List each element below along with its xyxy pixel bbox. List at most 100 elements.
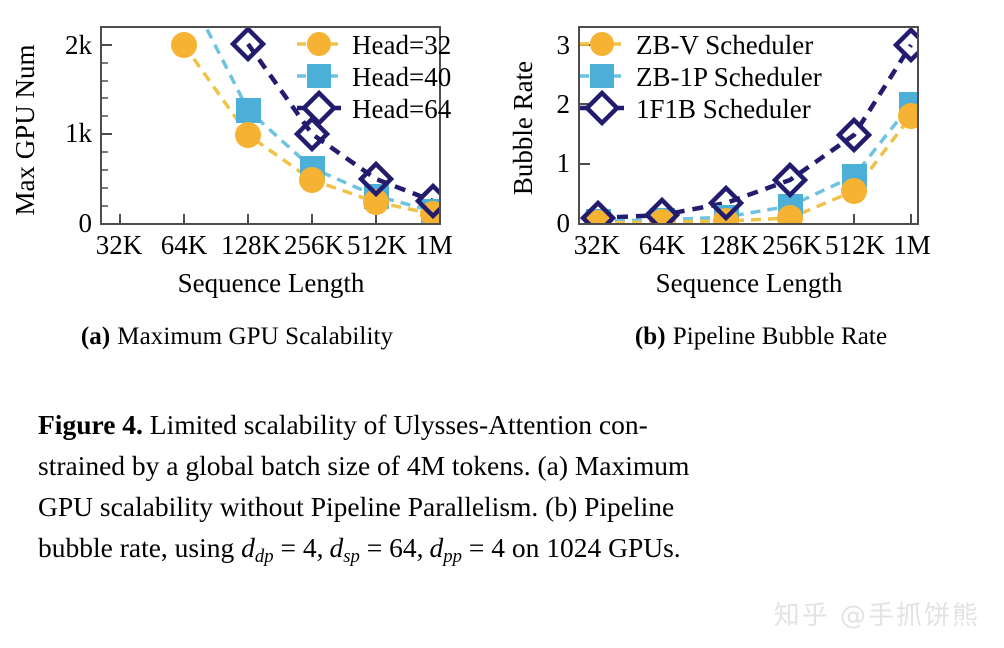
math-d-pp-sub: pp bbox=[443, 546, 462, 568]
chart-b-ylabel: Bubble Rate bbox=[508, 61, 538, 195]
chart-panel-b: Bubble Rate 3 2 1 0 bbox=[502, 0, 1004, 310]
chart-b-xtick-256k: 256K bbox=[762, 230, 823, 260]
subcaptions: (a) Maximum GPU Scalability (b) Pipeline B… bbox=[0, 312, 1004, 374]
data-point bbox=[649, 209, 675, 223]
data-point bbox=[835, 116, 873, 154]
chart-a-xtick-1m: 1M bbox=[415, 230, 453, 260]
data-point bbox=[777, 205, 803, 223]
caption-line-4: bubble rate, using ddp = 4, dsp = 64, dpp … bbox=[38, 527, 972, 577]
data-point bbox=[229, 28, 267, 63]
caption-line-1-body: Limited scalability of Ulysses-Attention… bbox=[149, 409, 648, 440]
chart-b-xtick-32k: 32K bbox=[574, 230, 621, 260]
chart-a-ytick-2k: 2k bbox=[65, 30, 93, 60]
legend-item-head32: Head=32 bbox=[297, 30, 451, 60]
chart-b-xtick-128k: 128K bbox=[699, 230, 760, 260]
data-point bbox=[299, 167, 325, 193]
data-point bbox=[841, 178, 867, 204]
data-point bbox=[357, 160, 395, 198]
caption-line-2: strained by a global batch size of 4M to… bbox=[38, 450, 690, 481]
chart-a-xtick-32k: 32K bbox=[96, 230, 143, 260]
data-point bbox=[643, 196, 681, 223]
legend-marker-square-icon bbox=[590, 64, 614, 88]
chart-b-xlabel: Sequence Length bbox=[656, 268, 843, 298]
legend-label-head40: Head=40 bbox=[352, 62, 451, 92]
chart-a-plot-frame bbox=[100, 26, 441, 225]
math-d-sp: dsp bbox=[329, 532, 359, 567]
legend-label-zbv: ZB-V Scheduler bbox=[636, 30, 813, 60]
legend-item-zbv: ZB-V Scheduler bbox=[580, 30, 813, 60]
data-point bbox=[898, 103, 917, 129]
data-point bbox=[585, 210, 611, 223]
subcaption-b-label: (b) bbox=[634, 323, 666, 350]
data-point bbox=[892, 28, 917, 64]
chart-a-ytick-0: 0 bbox=[79, 208, 93, 238]
chart-a-xtick-128k: 128K bbox=[221, 230, 282, 260]
subcaption-b: (b) Pipeline Bubble Rate bbox=[510, 312, 1004, 362]
legend-item-head40: Head=40 bbox=[297, 62, 451, 92]
chart-a-ylabel: Max GPU Num bbox=[10, 44, 40, 215]
math-d-sp-sub: sp bbox=[343, 546, 360, 568]
chart-b-ytick-3: 3 bbox=[557, 30, 571, 60]
chart-a-xtick-64k: 64K bbox=[161, 230, 208, 260]
legend-label-head32: Head=32 bbox=[352, 30, 451, 60]
chart-a-y-major-ticks bbox=[101, 44, 112, 225]
math-d-sp-base: d bbox=[329, 532, 344, 563]
legend-marker-diamond-icon bbox=[300, 89, 338, 127]
chart-b-xtick-512k: 512K bbox=[825, 230, 886, 260]
caption-line-1-text bbox=[143, 409, 150, 440]
data-point bbox=[363, 189, 389, 215]
data-point bbox=[580, 199, 617, 223]
chart-a-x-ticks bbox=[119, 214, 434, 224]
legend-label-zb1p: ZB-1P Scheduler bbox=[636, 62, 822, 92]
legend-marker-circle-icon bbox=[590, 32, 614, 56]
legend-label-1f1b: 1F1B Scheduler bbox=[636, 94, 811, 124]
chart-a-xtick-256k: 256K bbox=[284, 230, 345, 260]
chart-b-ytick-1: 1 bbox=[557, 148, 571, 178]
math-d-sp-value: = 64, bbox=[359, 532, 424, 563]
figure-panels: Max GPU Num 2k 1k 0 bbox=[0, 0, 1004, 310]
math-d-pp-value: = 4 bbox=[461, 532, 505, 563]
data-point bbox=[771, 161, 809, 199]
figure-number: Figure 4. bbox=[38, 409, 143, 440]
chart-b-legend: ZB-V Scheduler ZB-1P Scheduler 1F1B Sche… bbox=[580, 30, 822, 127]
legend-item-1f1b: 1F1B Scheduler bbox=[580, 89, 811, 127]
subcaption-a-text: Maximum GPU Scalability bbox=[117, 323, 394, 350]
legend-label-head64: Head=64 bbox=[352, 94, 452, 124]
math-d-dp-base: d bbox=[241, 532, 255, 563]
subcaption-b-text: Pipeline Bubble Rate bbox=[672, 323, 888, 350]
chart-b-series-1f1b-line bbox=[597, 43, 913, 221]
chart-a-series-head64-line bbox=[246, 42, 434, 204]
chart-b-series-zbv-markers bbox=[585, 103, 917, 223]
chart-panel-a: Max GPU Num 2k 1k 0 bbox=[0, 0, 502, 310]
legend-item-zb1p: ZB-1P Scheduler bbox=[580, 62, 822, 92]
bubble-rate-chart: Bubble Rate 3 2 1 0 bbox=[508, 26, 931, 298]
caption-tail: on 1024 GPUs. bbox=[504, 532, 681, 563]
math-d-dp: ddp bbox=[241, 532, 273, 567]
chart-b-plot-frame bbox=[578, 26, 919, 225]
legend-marker-square-icon bbox=[307, 64, 331, 88]
data-point bbox=[235, 122, 261, 148]
chart-b-x-tick-labels: 32K 64K 128K 256K 512K 1M bbox=[574, 230, 931, 260]
chart-b-ytick-2: 2 bbox=[557, 89, 571, 119]
math-d-dp-value: = 4, bbox=[273, 532, 324, 563]
data-point bbox=[236, 98, 261, 123]
data-point bbox=[414, 182, 439, 220]
chart-a-x-tick-labels: 32K 64K 128K 256K 512K 1M bbox=[96, 230, 453, 260]
chart-b-y-ticks bbox=[579, 44, 590, 225]
chart-a-legend: Head=32 Head=40 Head=64 bbox=[297, 30, 452, 127]
caption-line-3: GPU scalability without Pipeline Paralle… bbox=[38, 491, 675, 522]
figure-caption: Figure 4. Limited scalability of Ulysses… bbox=[38, 404, 972, 577]
max-gpu-num-chart: Max GPU Num 2k 1k 0 bbox=[10, 26, 453, 298]
caption-line-1: Figure 4. Limited scalability of Ulysses… bbox=[38, 404, 972, 445]
chart-b-xtick-64k: 64K bbox=[639, 230, 686, 260]
data-point bbox=[707, 184, 745, 222]
data-point bbox=[171, 32, 197, 58]
legend-marker-diamond-icon bbox=[583, 89, 621, 127]
chart-b-series-1f1b-markers bbox=[580, 28, 917, 223]
legend-item-head64: Head=64 bbox=[297, 89, 452, 127]
subcaption-a: (a) Maximum GPU Scalability bbox=[0, 312, 488, 362]
chart-a-xlabel: Sequence Length bbox=[178, 268, 365, 298]
math-d-pp: dpp bbox=[430, 532, 462, 567]
chart-b-xtick-1m: 1M bbox=[893, 230, 931, 260]
chart-a-y-minor-ticks bbox=[101, 62, 108, 207]
